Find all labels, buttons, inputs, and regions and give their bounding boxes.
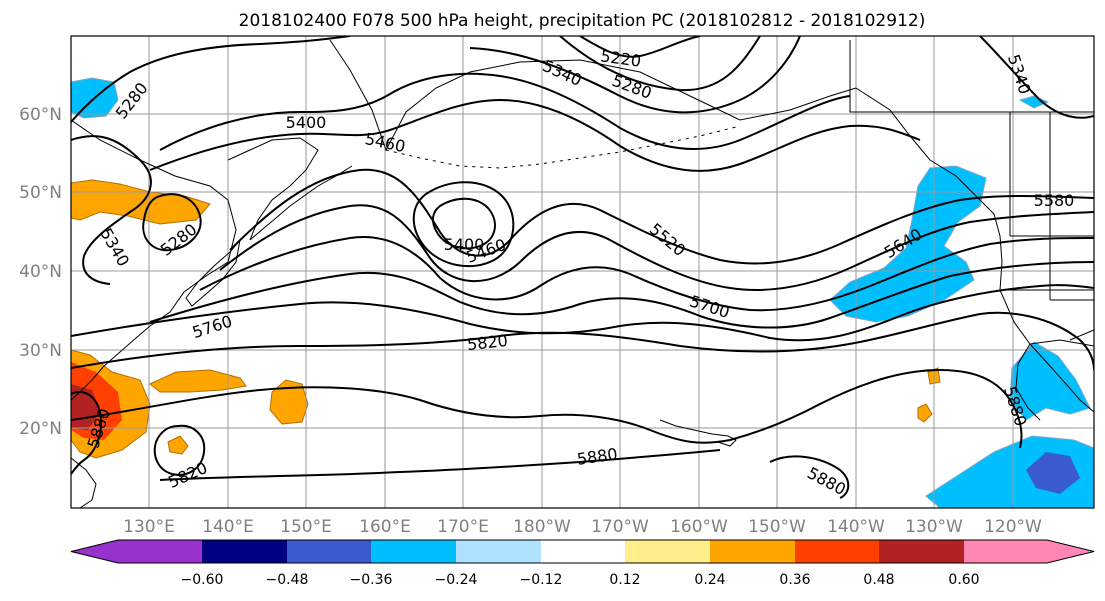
map-area: 5220 5280 5340 5400 5460 5280 5340 5280 … (70, 35, 1095, 509)
lon-label: 140°E (202, 517, 254, 537)
contour-5460-north (149, 98, 921, 172)
contour-5340-ne (469, 36, 801, 114)
coast-baja (1015, 343, 1041, 421)
lat-label: 40°N (19, 262, 62, 282)
border-us-states (1000, 112, 1094, 341)
contour-label: 5820 (466, 331, 508, 354)
coast-east-asia (71, 119, 237, 401)
lon-label: 170°E (437, 517, 489, 537)
colorbar-tick-label: 0.48 (863, 572, 894, 588)
contour-5400-low (432, 197, 496, 250)
contour-5460-low (412, 181, 515, 268)
chart-title: 2018102400 F078 500 hPa height, precipit… (239, 11, 926, 31)
contour-label: 5400 (286, 113, 327, 132)
colorbar-segment (287, 540, 371, 563)
precip-blue-alaska (1018, 95, 1050, 109)
contour-5820 (71, 311, 1094, 371)
longitude-labels: 130°E 140°E 150°E 160°E 170°E 180°W 170°… (123, 517, 1042, 537)
precip-darkblue-se-corner (1026, 452, 1080, 494)
colorbar-outline (70, 539, 1095, 564)
coast-kamchatka (227, 137, 319, 241)
contour-5220 (579, 36, 701, 58)
contour-5640 (199, 236, 1094, 312)
height-contours (71, 36, 1094, 499)
precip-orange-small-b (917, 403, 933, 423)
contour-5520 (229, 168, 1094, 265)
precip-orange-patch-a (269, 379, 309, 425)
lon-label: 150°E (280, 517, 332, 537)
lat-label: 50°N (19, 183, 62, 203)
border-canada-us (849, 40, 1094, 113)
contour-5580 (219, 204, 1094, 291)
contour-5820-typhoon (153, 424, 206, 476)
lon-label: 140°W (827, 517, 885, 537)
lat-label: 30°N (19, 341, 62, 361)
coastlines (71, 39, 1094, 508)
contour-5880-main (71, 368, 1023, 449)
colorbar: −0.60 −0.48 −0.36 −0.24 −0.12 0.12 0.24 … (70, 539, 1095, 588)
colorbar-tick-label: 0.36 (779, 572, 810, 588)
colorbar-segment (541, 540, 625, 563)
colorbar-segment (879, 540, 964, 563)
colorbar-tick-label: 0.12 (609, 572, 640, 588)
lat-label: 60°N (19, 105, 62, 125)
lon-label: 170°W (591, 517, 649, 537)
contour-5400-north (159, 72, 851, 151)
colorbar-extend-low (71, 540, 202, 563)
coast-hawaii (659, 419, 737, 447)
colorbar-segment (202, 540, 287, 563)
precip-orange-ryukyu-east (149, 369, 247, 393)
contour-5340-alaska (979, 36, 1094, 119)
latitude-labels: 60°N 50°N 40°N 30°N 20°N (19, 105, 62, 439)
contour-5700 (149, 261, 1094, 329)
map-frame (70, 35, 1095, 509)
lon-label: 160°W (670, 517, 728, 537)
coast-philippines (71, 457, 97, 508)
colorbar-segment (625, 540, 710, 563)
coast-japan (185, 238, 241, 307)
colorbar-tick-label: −0.24 (435, 572, 478, 588)
contour-5880-west (71, 391, 102, 475)
colorbar-tick-label: −0.60 (181, 572, 224, 588)
colorbar-tick-label: −0.48 (266, 572, 309, 588)
colorbar-tick-label: −0.36 (350, 572, 393, 588)
lon-label: 160°E (359, 517, 411, 537)
contour-label: 5400 (444, 235, 485, 254)
contour-5760 (71, 284, 1094, 342)
contour-5340-w (71, 135, 152, 285)
contour-5280-nw (71, 36, 351, 123)
contour-5280-ne (559, 36, 761, 92)
lon-label: 150°W (748, 517, 806, 537)
colorbar-tick-label: 0.60 (948, 572, 979, 588)
coast-kuril-islands (249, 165, 353, 241)
precip-orange-japan-sea (71, 179, 211, 225)
colorbar-segment (795, 540, 879, 563)
lon-label: 120°W (984, 517, 1042, 537)
lon-label: 180°W (513, 517, 571, 537)
coast-canada-west (855, 87, 1001, 237)
lon-label: 130°W (905, 517, 963, 537)
colorbar-tick-label: 0.24 (694, 572, 725, 588)
colorbar-segment (710, 540, 795, 563)
precip-orange-patch-b (167, 435, 189, 455)
colorbar-tick-label: −0.12 (520, 572, 563, 588)
colorbar-segment (371, 540, 456, 563)
lon-label: 130°E (123, 517, 175, 537)
precip-blue-baja (1009, 341, 1091, 421)
contour-5880-hawaii-east (769, 455, 850, 499)
coast-aleutians (385, 125, 741, 169)
contour-labels: 5220 5280 5340 5400 5460 5280 5340 5280 … (83, 46, 1074, 499)
colorbar-segment (456, 540, 541, 563)
precip-blue-ne-pacific (829, 165, 987, 323)
colorbar-extend-high (964, 540, 1094, 563)
lat-label: 20°N (19, 419, 62, 439)
contour-label: 5580 (1034, 191, 1075, 210)
coast-alaska (329, 39, 857, 152)
contour-5880-south (159, 449, 721, 481)
contour-5280-low (142, 193, 202, 252)
